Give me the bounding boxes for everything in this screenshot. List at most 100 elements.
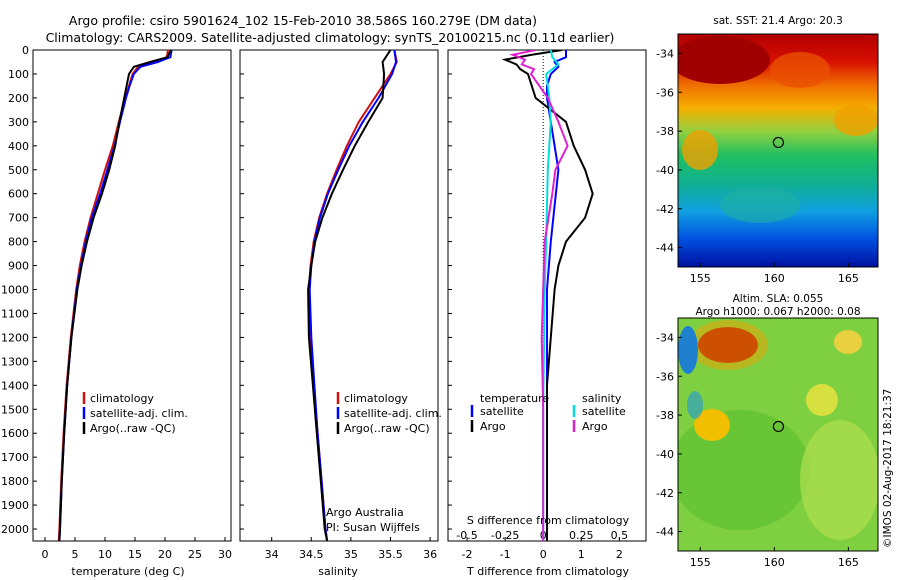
temperature-panel [32,49,232,542]
map-y-tick-label: -44 [656,242,674,255]
x-tick-label: 35 [344,548,358,561]
depth-tick-label: 1700 [1,451,29,464]
series-line-salinity-argo [509,50,569,541]
legend-satellite: satellite-adj. clim. [90,407,188,420]
legend-salinity-title: salinity [582,392,622,405]
temperature-x-axis: 0 5 10 15 20 25 30 [42,537,232,561]
map-y-tick-label: -38 [656,125,674,138]
sla-patch [806,384,838,416]
legend-s-argo: Argo [582,420,608,433]
sst-warm-patch [770,52,830,88]
series-line-temperature-argo [501,50,594,541]
difference-lines [501,50,594,541]
s-tick-label: -0.25 [491,529,519,542]
x-tick-label: 2 [616,548,623,561]
sla-map-frame [677,317,879,552]
sla-low [678,326,698,374]
salinity-x-axis: 34 34.5 35 35.5 36 [265,537,437,561]
map-x-tick-label: 160 [764,556,785,569]
series-line-salinity-satellite [542,50,560,541]
sst-map-frame [677,33,879,268]
depth-tick-label: 700 [8,212,29,225]
x-tick-label: 35.5 [378,548,403,561]
series-line-argo-raw-qc- [307,50,392,541]
sla-map-title-1: Altim. SLA: 0.055 [733,293,824,305]
map-y-tick-label: -44 [656,526,674,539]
depth-tick-label: 200 [8,92,29,105]
legend-climatology: climatology [344,392,408,405]
depth-tick-label: 1300 [1,355,29,368]
legend-argo: Argo(..raw -QC) [90,422,176,435]
depth-axis: 0 100 200 300 400 500 600 700 800 900 1000 1100 1200… [1,44,452,536]
map-y-tick-label: -40 [656,448,674,461]
x-tick-label: 5 [72,548,79,561]
depth-tick-label: 0 [22,44,29,57]
map-y-tick-label: -42 [656,203,674,216]
sst-argo-marker [772,136,785,149]
sla-map-axes: 155 160 165 -34 -36 -38 -40 -42 -44 [656,331,859,569]
s-tick-label: -0.5 [456,529,477,542]
title-line-2: Climatology: CARS2009. Satellite-adjuste… [46,30,615,45]
x-tick-label: 0 [42,548,49,561]
sst-map [678,34,878,267]
sla-patch [694,409,730,441]
s-tick-label: 0.5 [611,529,629,542]
depth-tick-label: 800 [8,236,29,249]
depth-tick-label: 400 [8,140,29,153]
x-tick-label: 20 [158,548,172,561]
salinity-lines [307,50,398,541]
legend-t-argo: Argo [480,420,506,433]
depth-tick-label: 1100 [1,307,29,320]
sla-map-title-2: Argo h1000: 0.067 h2000: 0.08 [695,306,860,318]
x-tick-label: 34 [265,548,279,561]
depth-tick-label: 1200 [1,331,29,344]
credit-text: ©IMOS 02-Aug-2017 18:21:37 [882,389,894,548]
depth-tick-label: 2000 [1,523,29,536]
map-x-tick-label: 160 [764,272,785,285]
sst-patch [720,187,800,223]
x-tick-label: 0 [540,548,547,561]
x-tick-label: 15 [128,548,142,561]
legend-satellite: satellite-adj. clim. [344,407,442,420]
map-x-tick-label: 165 [838,272,859,285]
x-tick-label: 25 [188,548,202,561]
difference-xlabel: T difference from climatology [466,565,629,578]
temperature-legend: climatology satellite-adj. clim. Argo(..… [82,392,188,435]
series-line-argo-raw-qc- [58,50,172,541]
sla-low [687,391,703,419]
annotation-pi: PI: Susan Wijffels [326,521,420,534]
map-y-tick-label: -38 [656,409,674,422]
salinity-legend: climatology satellite-adj. clim. Argo(..… [336,392,442,435]
map-y-tick-label: -42 [656,487,674,500]
legend-argo: Argo(..raw -QC) [344,422,430,435]
depth-tick-label: 1000 [1,284,29,297]
depth-tick-label: 1800 [1,475,29,488]
map-y-tick-label: -36 [656,370,674,383]
depth-tick-label: 1400 [1,379,29,392]
title-line-1: Argo profile: csiro 5901624_102 15-Feb-2… [69,13,537,28]
depth-tick-label: 1900 [1,499,29,512]
salinity-xlabel: salinity [318,565,358,578]
depth-tick-label: 300 [8,116,29,129]
series-line-climatology [307,50,398,541]
sla-patch [678,410,810,530]
x-tick-label: 10 [98,548,112,561]
depth-tick-label: 100 [8,68,29,81]
sla-patch [800,420,878,540]
map-y-tick-label: -40 [656,164,674,177]
depth-tick-label: 500 [8,164,29,177]
sst-map-title: sat. SST: 21.4 Argo: 20.3 [713,15,843,27]
x-tick-label: -1 [500,548,511,561]
difference-legend: temperature satellite Argo salinity sate… [470,392,626,433]
map-y-tick-label: -36 [656,86,674,99]
x-tick-label: 36 [423,548,437,561]
difference-xlabel-top: S difference from climatology [467,514,630,527]
sst-warm-core [678,36,770,84]
sla-argo-marker [772,420,785,433]
x-tick-label: -2 [462,548,473,561]
temperature-lines [57,50,173,541]
annotation-argo-australia: Argo Australia [326,506,404,519]
map-x-tick-label: 165 [838,556,859,569]
x-tick-label: 34.5 [299,548,324,561]
